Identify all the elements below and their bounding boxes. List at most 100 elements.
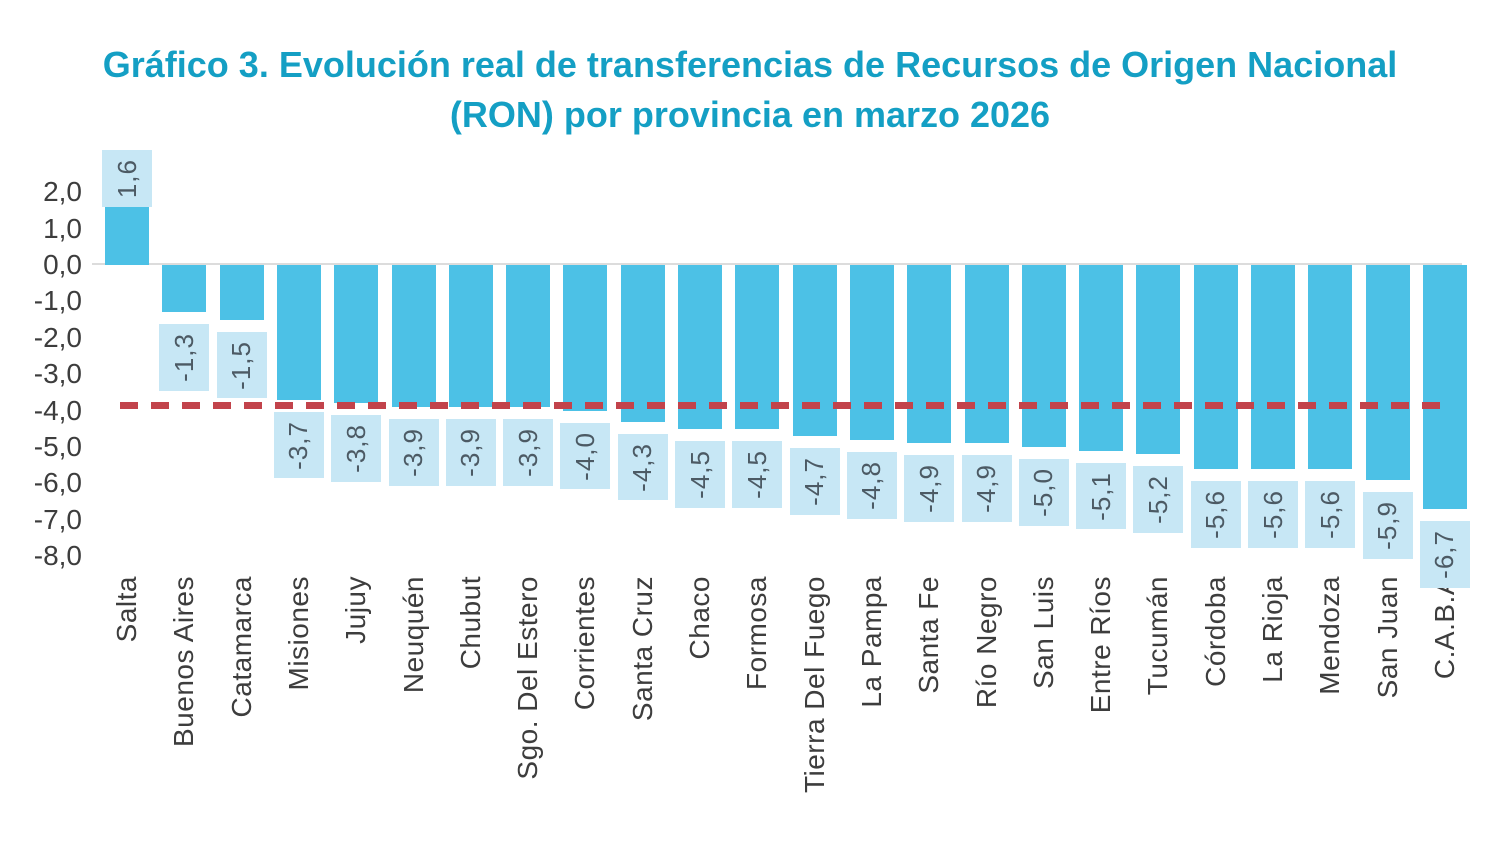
value-label-text: -3,9	[512, 427, 543, 477]
value-label-text: -4,5	[741, 449, 772, 499]
bar	[964, 265, 1009, 444]
x-axis-label: Corrientes	[560, 576, 610, 710]
x-axis-label: San Luis	[1019, 576, 1069, 689]
y-axis-tick-label: -5,0	[33, 431, 82, 462]
value-label-text: -5,2	[1142, 475, 1173, 525]
y-axis-tick-label: -2,0	[33, 321, 82, 353]
x-axis-label: Salta	[102, 576, 152, 642]
x-axis-label: Jujuy	[331, 576, 381, 644]
x-axis-label: La Rioja	[1248, 576, 1298, 683]
value-label: -4,9	[904, 455, 955, 523]
x-axis-label-text: La Rioja	[1257, 576, 1288, 683]
chart-title: Gráfico 3. Evolución real de transferenc…	[0, 40, 1500, 140]
value-label-text: -4,3	[627, 442, 658, 492]
x-axis-label: Córdoba	[1191, 576, 1241, 687]
x-axis-label: Buenos Aires	[159, 576, 209, 747]
value-label: -6,7	[1419, 520, 1470, 588]
value-label-text: -4,9	[913, 464, 944, 514]
value-label: -5,6	[1190, 480, 1241, 548]
value-label-text: -5,6	[1257, 489, 1288, 539]
x-axis-label-text: Córdoba	[1199, 576, 1231, 687]
y-axis-tick-label: 0,0	[43, 249, 82, 280]
bar	[1365, 265, 1410, 480]
x-axis-label-text: La Pampa	[855, 576, 887, 708]
x-axis-label-text: Chubut	[454, 576, 486, 670]
y-axis-tick-label: -6,0	[33, 467, 82, 499]
value-label: -4,5	[675, 440, 725, 508]
x-axis-label-text: Formosa	[741, 576, 773, 690]
bar	[276, 265, 321, 400]
bar	[506, 265, 551, 407]
chart-title-line2: (RON) por provincia en marzo 2026	[449, 94, 1051, 135]
x-axis-label-text: Corrientes	[569, 576, 601, 711]
zero-axis-line	[92, 263, 1462, 265]
x-axis-label: Catamarca	[217, 576, 267, 717]
value-label-text: -5,0	[1028, 468, 1059, 517]
value-label-text: -5,6	[1314, 489, 1345, 539]
x-axis-label-text: Catamarca	[225, 576, 257, 718]
value-label: -1,3	[159, 324, 210, 392]
x-axis-label-text: Misiones	[282, 576, 314, 691]
value-label-text: -1,5	[226, 340, 257, 390]
x-axis-label-text: San Juan	[1371, 576, 1403, 699]
x-axis-label: Santa Fe	[904, 576, 954, 694]
y-axis-tick-label: -3,0	[33, 358, 82, 390]
x-axis-label-text: Sgo. Del Estero	[512, 576, 544, 780]
value-label-text: -5,9	[1372, 500, 1403, 550]
value-label: -5,1	[1076, 462, 1127, 530]
x-axis-label: Santa Cruz	[618, 576, 668, 721]
x-axis-label: San Juan	[1363, 576, 1413, 698]
x-axis-label: Mendoza	[1305, 576, 1355, 695]
x-axis-label: Tucumán	[1133, 576, 1183, 695]
value-label: -4,8	[846, 451, 897, 519]
x-axis-label: Tierra Del Fuego	[790, 576, 840, 793]
value-label-text: -6,7	[1429, 529, 1460, 579]
bar	[1021, 265, 1066, 447]
bar	[1136, 265, 1181, 455]
x-axis-label: C.A.B.A	[1420, 576, 1470, 679]
value-label-text: -3,9	[455, 427, 486, 477]
value-label: -5,6	[1305, 480, 1356, 548]
value-label-text: -5,6	[1200, 489, 1231, 539]
x-axis-label-text: Tierra Del Fuego	[798, 576, 830, 794]
value-label-text: -4,9	[971, 464, 1001, 514]
x-axis-label: Chubut	[446, 576, 496, 669]
y-axis-tick-label: 2,0	[43, 176, 82, 208]
x-axis-label: Neuquén	[389, 576, 439, 693]
bar	[1079, 265, 1124, 451]
value-label: -3,9	[503, 418, 554, 486]
value-label: -3,7	[273, 411, 324, 479]
value-label: -3,9	[388, 418, 439, 486]
x-axis-label: Formosa	[732, 576, 782, 690]
bar	[162, 265, 207, 313]
value-label: -3,8	[331, 415, 382, 483]
bar	[849, 265, 894, 440]
bar	[105, 206, 149, 265]
bar	[563, 265, 608, 411]
x-axis-label-text: Mendoza	[1314, 576, 1346, 695]
value-label: -5,9	[1362, 491, 1413, 559]
x-axis-label: Misiones	[274, 576, 324, 690]
x-axis-label-text: Neuquén	[397, 576, 429, 694]
value-label-text: 1,6	[111, 158, 142, 198]
x-axis-label-text: Entre Ríos	[1085, 576, 1117, 714]
value-label-text: -4,8	[856, 460, 887, 510]
x-axis-label-text: Salta	[111, 576, 142, 643]
y-axis-tick-label: 1,0	[43, 212, 82, 244]
value-label: -4,5	[732, 440, 783, 508]
reference-dashed-line	[120, 402, 1448, 410]
x-axis-label-text: Santa Fe	[913, 576, 945, 694]
value-label-text: -4,5	[684, 449, 715, 499]
value-label-text: -3,7	[283, 420, 314, 470]
value-label-text: -3,9	[398, 427, 428, 477]
value-label: -1,5	[216, 331, 267, 399]
x-axis-label-text: San Luis	[1027, 576, 1059, 689]
value-label-text: -3,8	[340, 424, 371, 474]
value-label: -5,0	[1018, 459, 1069, 526]
chart-title-line1: Gráfico 3. Evolución real de transferenc…	[102, 44, 1398, 85]
bar	[1422, 265, 1467, 509]
bar	[334, 265, 379, 404]
x-axis-label-text: Santa Cruz	[626, 576, 658, 722]
x-axis-label-text: C.A.B.A	[1428, 576, 1460, 680]
